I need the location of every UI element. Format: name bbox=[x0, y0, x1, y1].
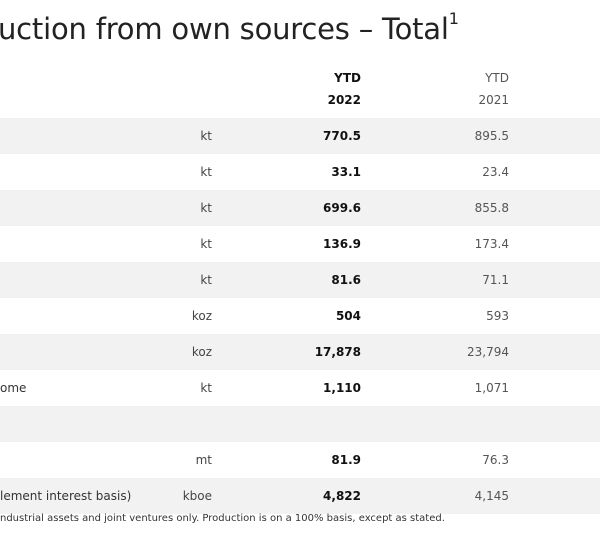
row-value-current: 699.6 bbox=[323, 201, 361, 215]
row-value-previous: 1,071 bbox=[474, 381, 509, 395]
row-unit: kt bbox=[200, 201, 212, 215]
row-value-previous: 23.4 bbox=[482, 165, 509, 179]
table-row bbox=[0, 406, 600, 442]
row-value-previous: 895.5 bbox=[474, 129, 509, 143]
row-unit: mt bbox=[195, 453, 212, 467]
column-header-current-label: YTD bbox=[334, 71, 361, 85]
row-unit: kt bbox=[200, 165, 212, 179]
row-value-previous: 71.1 bbox=[482, 273, 509, 287]
row-label: lement interest basis) bbox=[0, 489, 132, 503]
row-unit: kt bbox=[200, 237, 212, 251]
page-title: uction from own sources – Total1 bbox=[0, 9, 459, 46]
column-header-previous-label: YTD bbox=[485, 71, 509, 85]
table-row: kt 770.5 895.5 bbox=[0, 118, 600, 154]
row-value-previous: 4,145 bbox=[474, 489, 509, 503]
table-row: koz 504 593 bbox=[0, 298, 600, 334]
row-value-current: 770.5 bbox=[323, 129, 361, 143]
row-value-current: 4,822 bbox=[323, 489, 361, 503]
row-unit: kboe bbox=[182, 489, 212, 503]
row-unit: koz bbox=[191, 345, 212, 359]
row-value-current: 1,110 bbox=[323, 381, 361, 395]
row-value-current: 81.9 bbox=[331, 453, 361, 467]
table-row: ome kt 1,110 1,071 bbox=[0, 370, 600, 406]
table-row: lement interest basis) kboe 4,822 4,145 bbox=[0, 478, 600, 514]
table-row: mt 81.9 76.3 bbox=[0, 442, 600, 478]
row-value-previous: 23,794 bbox=[467, 345, 509, 359]
row-unit: koz bbox=[191, 309, 212, 323]
table-row: kt 33.1 23.4 bbox=[0, 154, 600, 190]
row-value-previous: 76.3 bbox=[482, 453, 509, 467]
table-row: kt 81.6 71.1 bbox=[0, 262, 600, 298]
row-value-current: 504 bbox=[335, 309, 361, 323]
column-header-previous-year: 2021 bbox=[478, 93, 509, 107]
row-unit: kt bbox=[200, 129, 212, 143]
title-text: uction from own sources – Total bbox=[0, 12, 449, 46]
row-unit: kt bbox=[200, 273, 212, 287]
table-row: koz 17,878 23,794 bbox=[0, 334, 600, 370]
title-footnote-marker: 1 bbox=[448, 9, 459, 29]
row-label: ome bbox=[0, 381, 27, 395]
row-value-previous: 593 bbox=[486, 309, 509, 323]
row-value-current: 81.6 bbox=[331, 273, 361, 287]
row-unit: kt bbox=[200, 381, 212, 395]
column-header-current-year: 2022 bbox=[327, 93, 361, 107]
row-value-current: 17,878 bbox=[314, 345, 361, 359]
row-value-current: 33.1 bbox=[331, 165, 361, 179]
footnote: ndustrial assets and joint ventures only… bbox=[0, 513, 445, 524]
row-value-previous: 173.4 bbox=[474, 237, 509, 251]
row-value-previous: 855.8 bbox=[474, 201, 509, 215]
table-row: kt 136.9 173.4 bbox=[0, 226, 600, 262]
table-row: kt 699.6 855.8 bbox=[0, 190, 600, 226]
row-value-current: 136.9 bbox=[323, 237, 361, 251]
